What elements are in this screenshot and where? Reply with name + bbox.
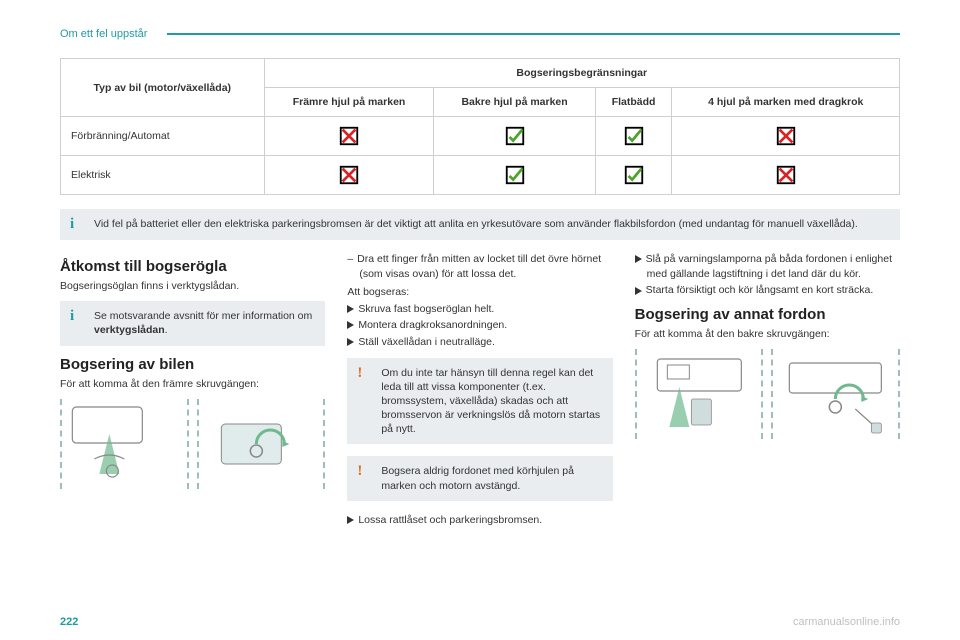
col2-b3-text: Ställ växellådan i neutralläge.: [358, 336, 495, 348]
warn-callout-1: ! Om du inte tar hänsyn till denna regel…: [347, 358, 612, 445]
content-columns: Åtkomst till bogserögla Bogseringsöglan …: [60, 252, 900, 530]
col2-sub: Att bogseras:: [347, 285, 612, 299]
col2-b3: Ställ växellådan i neutralläge.: [347, 335, 612, 350]
dash-icon: –: [347, 253, 353, 265]
header-rule: [167, 33, 900, 35]
warn2-text: Bogsera aldrig fordonet med körhjulen på…: [381, 464, 602, 492]
col2-dash-line: –Dra ett finger från mitten av locket ti…: [347, 252, 612, 281]
col3-b1: Slå på varningslamporna på båda fordonen…: [635, 252, 900, 281]
table-col-2: Flatbädd: [595, 88, 672, 117]
info-callout-top: i Vid fel på batteriet eller den elektri…: [60, 209, 900, 240]
col1-heading-1: Åtkomst till bogserögla: [60, 258, 325, 275]
column-2: –Dra ett finger från mitten av locket ti…: [347, 252, 612, 530]
col3-illustrations: [635, 349, 900, 439]
info-toolbox-post: .: [165, 324, 168, 336]
info-icon: i: [70, 309, 86, 324]
column-1: Åtkomst till bogserögla Bogseringsöglan …: [60, 252, 325, 530]
col2-b1-text: Skruva fast bogseröglan helt.: [358, 303, 494, 315]
col2-b1: Skruva fast bogseröglan helt.: [347, 302, 612, 317]
watermark: carmanualsonline.info: [793, 616, 900, 628]
info-callout-text: Vid fel på batteriet eller den elektrisk…: [94, 217, 890, 231]
info-toolbox-bold: verktygslådan: [94, 324, 165, 336]
col3-b2: Starta försiktigt och kör långsamt en ko…: [635, 283, 900, 298]
table-rowheader-label: Typ av bil (motor/växellåda): [61, 59, 265, 117]
triangle-icon: [347, 516, 354, 524]
triangle-icon: [347, 321, 354, 329]
col2-b2-text: Montera dragkroksanordningen.: [358, 319, 507, 331]
illustration-rear-cover: [635, 349, 764, 439]
col2-b4-text: Lossa rattlåset och parkeringsbromsen.: [358, 514, 542, 526]
info-toolbox-pre: Se motsvarande avsnitt för mer informati…: [94, 310, 312, 322]
table-col-3: 4 hjul på marken med dragkrok: [672, 88, 900, 117]
table-row: Förbränning/Automat: [61, 117, 900, 156]
cross-icon: [264, 156, 434, 195]
col1-heading-2: Bogsering av bilen: [60, 356, 325, 373]
illustration-rear-eye: [771, 349, 900, 439]
page-header: Om ett fel uppstår: [60, 28, 900, 40]
check-icon: [434, 156, 595, 195]
col3-heading: Bogsering av annat fordon: [635, 306, 900, 323]
table-superheader: Bogseringsbegränsningar: [264, 59, 899, 88]
col1-p1: Bogseringsöglan finns i verktygslådan.: [60, 279, 325, 293]
column-3: Slå på varningslamporna på båda fordonen…: [635, 252, 900, 530]
check-icon: [595, 117, 672, 156]
table-col-1: Bakre hjul på marken: [434, 88, 595, 117]
cross-icon: [672, 117, 900, 156]
warn1-text: Om du inte tar hänsyn till denna regel k…: [381, 366, 602, 437]
triangle-icon: [347, 305, 354, 313]
triangle-icon: [347, 338, 354, 346]
triangle-icon: [635, 287, 642, 295]
warning-icon: !: [357, 464, 373, 479]
table-row: Elektrisk: [61, 156, 900, 195]
section-label: Om ett fel uppstår: [60, 28, 147, 40]
check-icon: [434, 117, 595, 156]
col2-dash-text: Dra ett finger från mitten av locket til…: [357, 253, 601, 280]
col2-b4: Lossa rattlåset och parkeringsbromsen.: [347, 513, 612, 528]
table-col-0: Främre hjul på marken: [264, 88, 434, 117]
page-number: 222: [60, 616, 78, 628]
cross-icon: [672, 156, 900, 195]
illustration-front-cover: [60, 399, 189, 489]
info-toolbox-text: Se motsvarande avsnitt för mer informati…: [94, 309, 315, 337]
cross-icon: [264, 117, 434, 156]
col2-b2: Montera dragkroksanordningen.: [347, 318, 612, 333]
info-icon: i: [70, 217, 86, 232]
info-callout-toolbox: i Se motsvarande avsnitt för mer informa…: [60, 301, 325, 345]
towing-limits-table: Typ av bil (motor/växellåda) Bogseringsb…: [60, 58, 900, 195]
warning-icon: !: [357, 366, 373, 381]
col3-p1: För att komma åt den bakre skruvgängen:: [635, 327, 900, 341]
table-row-label: Elektrisk: [61, 156, 265, 195]
illustration-front-eye: [197, 399, 326, 489]
check-icon: [595, 156, 672, 195]
triangle-icon: [635, 255, 642, 263]
col3-b1-text: Slå på varningslamporna på båda fordonen…: [646, 253, 892, 280]
warn-callout-2: ! Bogsera aldrig fordonet med körhjulen …: [347, 456, 612, 500]
col3-b2-text: Starta försiktigt och kör långsamt en ko…: [646, 284, 874, 296]
col1-p2: För att komma åt den främre skruvgängen:: [60, 377, 325, 391]
table-row-label: Förbränning/Automat: [61, 117, 265, 156]
col1-illustrations: [60, 399, 325, 489]
